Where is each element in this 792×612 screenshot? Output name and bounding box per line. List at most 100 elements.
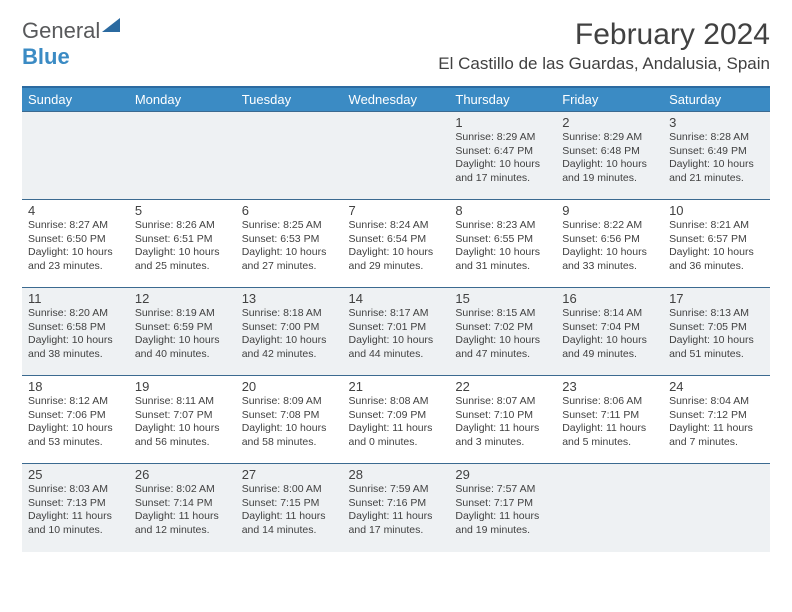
- day-number: 16: [562, 291, 657, 306]
- location-subtitle: El Castillo de las Guardas, Andalusia, S…: [438, 54, 770, 74]
- brand-part2: Blue: [22, 44, 70, 69]
- empty-cell: [129, 112, 236, 200]
- day-cell: 21Sunrise: 8:08 AMSunset: 7:09 PMDayligh…: [343, 376, 450, 464]
- day-cell: 11Sunrise: 8:20 AMSunset: 6:58 PMDayligh…: [22, 288, 129, 376]
- day-number: 12: [135, 291, 230, 306]
- day-number: 24: [669, 379, 764, 394]
- week-row: 11Sunrise: 8:20 AMSunset: 6:58 PMDayligh…: [22, 288, 770, 376]
- day-number: 28: [349, 467, 444, 482]
- calendar-head: SundayMondayTuesdayWednesdayThursdayFrid…: [22, 87, 770, 112]
- brand-text: General Blue: [22, 18, 120, 70]
- title-block: February 2024 El Castillo de las Guardas…: [438, 18, 770, 74]
- dayhead-friday: Friday: [556, 87, 663, 112]
- brand-logo: General Blue: [22, 18, 120, 70]
- day-cell: 5Sunrise: 8:26 AMSunset: 6:51 PMDaylight…: [129, 200, 236, 288]
- day-number: 7: [349, 203, 444, 218]
- day-info: Sunrise: 8:27 AMSunset: 6:50 PMDaylight:…: [28, 219, 123, 274]
- day-number: 26: [135, 467, 230, 482]
- brand-triangle-icon: [102, 18, 120, 32]
- day-number: 29: [455, 467, 550, 482]
- empty-cell: [343, 112, 450, 200]
- day-info: Sunrise: 8:08 AMSunset: 7:09 PMDaylight:…: [349, 395, 444, 450]
- empty-cell: [663, 464, 770, 552]
- day-number: 5: [135, 203, 230, 218]
- day-info: Sunrise: 8:25 AMSunset: 6:53 PMDaylight:…: [242, 219, 337, 274]
- empty-cell: [556, 464, 663, 552]
- day-info: Sunrise: 8:09 AMSunset: 7:08 PMDaylight:…: [242, 395, 337, 450]
- day-info: Sunrise: 8:02 AMSunset: 7:14 PMDaylight:…: [135, 483, 230, 538]
- empty-cell: [236, 112, 343, 200]
- day-number: 19: [135, 379, 230, 394]
- day-info: Sunrise: 8:15 AMSunset: 7:02 PMDaylight:…: [455, 307, 550, 362]
- day-info: Sunrise: 8:28 AMSunset: 6:49 PMDaylight:…: [669, 131, 764, 186]
- day-number: 23: [562, 379, 657, 394]
- day-info: Sunrise: 8:24 AMSunset: 6:54 PMDaylight:…: [349, 219, 444, 274]
- page-header: General Blue February 2024 El Castillo d…: [22, 18, 770, 74]
- day-cell: 14Sunrise: 8:17 AMSunset: 7:01 PMDayligh…: [343, 288, 450, 376]
- day-cell: 7Sunrise: 8:24 AMSunset: 6:54 PMDaylight…: [343, 200, 450, 288]
- day-info: Sunrise: 8:04 AMSunset: 7:12 PMDaylight:…: [669, 395, 764, 450]
- calendar-table: SundayMondayTuesdayWednesdayThursdayFrid…: [22, 86, 770, 552]
- day-cell: 24Sunrise: 8:04 AMSunset: 7:12 PMDayligh…: [663, 376, 770, 464]
- day-info: Sunrise: 8:00 AMSunset: 7:15 PMDaylight:…: [242, 483, 337, 538]
- day-cell: 8Sunrise: 8:23 AMSunset: 6:55 PMDaylight…: [449, 200, 556, 288]
- day-number: 15: [455, 291, 550, 306]
- day-info: Sunrise: 8:18 AMSunset: 7:00 PMDaylight:…: [242, 307, 337, 362]
- day-cell: 15Sunrise: 8:15 AMSunset: 7:02 PMDayligh…: [449, 288, 556, 376]
- day-number: 2: [562, 115, 657, 130]
- week-row: 25Sunrise: 8:03 AMSunset: 7:13 PMDayligh…: [22, 464, 770, 552]
- day-number: 4: [28, 203, 123, 218]
- day-cell: 6Sunrise: 8:25 AMSunset: 6:53 PMDaylight…: [236, 200, 343, 288]
- day-info: Sunrise: 8:14 AMSunset: 7:04 PMDaylight:…: [562, 307, 657, 362]
- week-row: 4Sunrise: 8:27 AMSunset: 6:50 PMDaylight…: [22, 200, 770, 288]
- day-number: 3: [669, 115, 764, 130]
- day-number: 25: [28, 467, 123, 482]
- day-number: 10: [669, 203, 764, 218]
- dayhead-sunday: Sunday: [22, 87, 129, 112]
- dayhead-monday: Monday: [129, 87, 236, 112]
- day-cell: 13Sunrise: 8:18 AMSunset: 7:00 PMDayligh…: [236, 288, 343, 376]
- week-row: 1Sunrise: 8:29 AMSunset: 6:47 PMDaylight…: [22, 112, 770, 200]
- day-info: Sunrise: 8:12 AMSunset: 7:06 PMDaylight:…: [28, 395, 123, 450]
- day-cell: 17Sunrise: 8:13 AMSunset: 7:05 PMDayligh…: [663, 288, 770, 376]
- day-cell: 10Sunrise: 8:21 AMSunset: 6:57 PMDayligh…: [663, 200, 770, 288]
- day-number: 1: [455, 115, 550, 130]
- day-cell: 3Sunrise: 8:28 AMSunset: 6:49 PMDaylight…: [663, 112, 770, 200]
- day-info: Sunrise: 8:17 AMSunset: 7:01 PMDaylight:…: [349, 307, 444, 362]
- day-info: Sunrise: 8:19 AMSunset: 6:59 PMDaylight:…: [135, 307, 230, 362]
- day-number: 13: [242, 291, 337, 306]
- day-info: Sunrise: 8:11 AMSunset: 7:07 PMDaylight:…: [135, 395, 230, 450]
- dayhead-thursday: Thursday: [449, 87, 556, 112]
- day-info: Sunrise: 8:26 AMSunset: 6:51 PMDaylight:…: [135, 219, 230, 274]
- day-cell: 26Sunrise: 8:02 AMSunset: 7:14 PMDayligh…: [129, 464, 236, 552]
- day-number: 27: [242, 467, 337, 482]
- day-info: Sunrise: 8:29 AMSunset: 6:48 PMDaylight:…: [562, 131, 657, 186]
- day-info: Sunrise: 8:03 AMSunset: 7:13 PMDaylight:…: [28, 483, 123, 538]
- day-cell: 20Sunrise: 8:09 AMSunset: 7:08 PMDayligh…: [236, 376, 343, 464]
- day-number: 17: [669, 291, 764, 306]
- empty-cell: [22, 112, 129, 200]
- day-number: 8: [455, 203, 550, 218]
- day-info: Sunrise: 8:13 AMSunset: 7:05 PMDaylight:…: [669, 307, 764, 362]
- dayhead-tuesday: Tuesday: [236, 87, 343, 112]
- day-number: 9: [562, 203, 657, 218]
- day-cell: 19Sunrise: 8:11 AMSunset: 7:07 PMDayligh…: [129, 376, 236, 464]
- day-info: Sunrise: 8:21 AMSunset: 6:57 PMDaylight:…: [669, 219, 764, 274]
- day-cell: 18Sunrise: 8:12 AMSunset: 7:06 PMDayligh…: [22, 376, 129, 464]
- day-number: 14: [349, 291, 444, 306]
- day-number: 20: [242, 379, 337, 394]
- day-info: Sunrise: 7:57 AMSunset: 7:17 PMDaylight:…: [455, 483, 550, 538]
- day-cell: 28Sunrise: 7:59 AMSunset: 7:16 PMDayligh…: [343, 464, 450, 552]
- brand-part1: General: [22, 18, 100, 43]
- day-info: Sunrise: 8:22 AMSunset: 6:56 PMDaylight:…: [562, 219, 657, 274]
- day-info: Sunrise: 8:20 AMSunset: 6:58 PMDaylight:…: [28, 307, 123, 362]
- day-cell: 9Sunrise: 8:22 AMSunset: 6:56 PMDaylight…: [556, 200, 663, 288]
- day-info: Sunrise: 8:29 AMSunset: 6:47 PMDaylight:…: [455, 131, 550, 186]
- month-title: February 2024: [438, 18, 770, 52]
- day-cell: 1Sunrise: 8:29 AMSunset: 6:47 PMDaylight…: [449, 112, 556, 200]
- day-number: 22: [455, 379, 550, 394]
- calendar-body: 1Sunrise: 8:29 AMSunset: 6:47 PMDaylight…: [22, 112, 770, 552]
- day-number: 6: [242, 203, 337, 218]
- day-cell: 2Sunrise: 8:29 AMSunset: 6:48 PMDaylight…: [556, 112, 663, 200]
- day-cell: 29Sunrise: 7:57 AMSunset: 7:17 PMDayligh…: [449, 464, 556, 552]
